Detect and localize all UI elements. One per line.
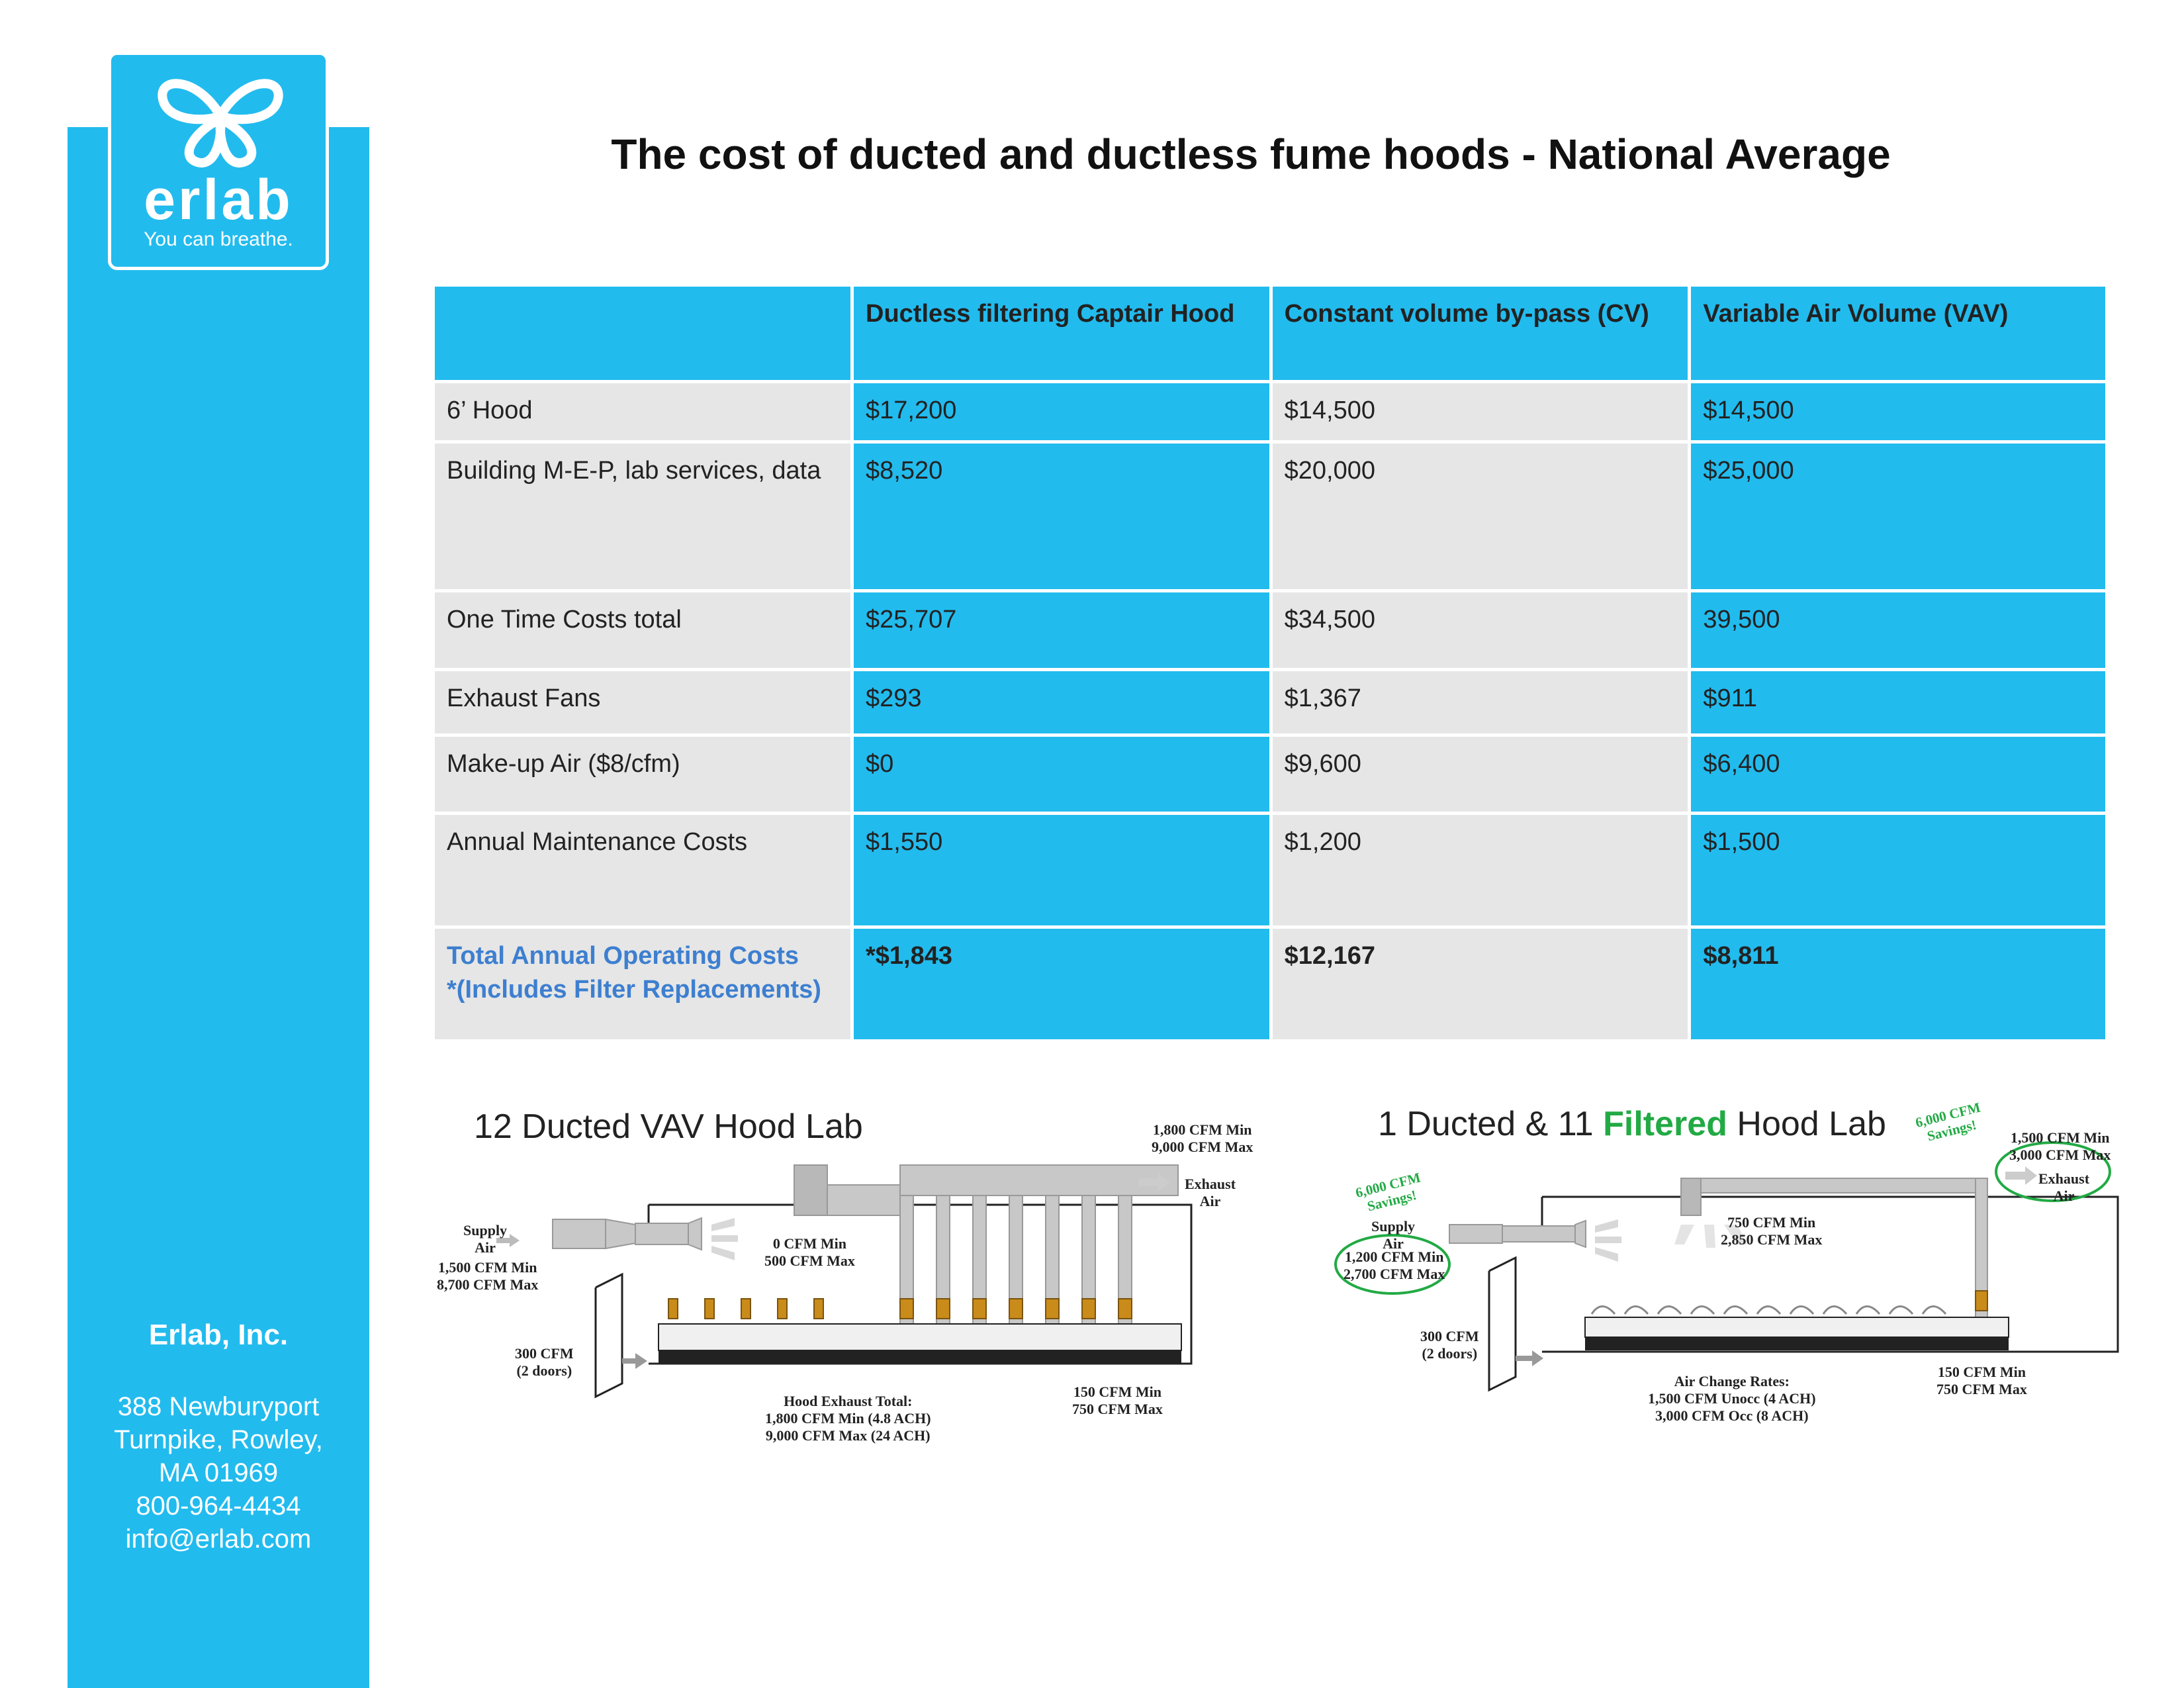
filtered-doors-cfm: 300 CFM (2 doors): [1420, 1328, 1479, 1362]
email: info@erlab.com: [125, 1524, 312, 1554]
vav-top-right-cfm: 1,800 CFM Min 9,000 CFM Max: [1152, 1121, 1253, 1155]
page-title: The cost of ducted and ductless fume hoo…: [611, 130, 1891, 178]
sidebar: [68, 127, 369, 1688]
table-cell: $1,200: [1269, 812, 1692, 929]
filtered-lab-illustration: [1334, 1141, 2119, 1392]
table-cell: $0: [850, 733, 1273, 815]
address-line: 388 Newburyport: [117, 1392, 320, 1421]
row-label: Annual Maintenance Costs: [432, 812, 854, 929]
vav-center-cfm: 0 CFM Min 500 CFM Max: [764, 1235, 855, 1269]
filtered-top-right-cfm: 1,500 CFM Min 3,000 CFM Max: [2009, 1129, 2111, 1163]
row-label: One Time Costs total: [432, 589, 854, 671]
table-cell: $12,167: [1269, 925, 1692, 1043]
table-row: Building M-E-P, lab services, data $8,52…: [432, 440, 2109, 592]
table-row-total: Total Annual Operating Costs *(Includes …: [432, 925, 2109, 1043]
vav-bottom-right-cfm: 150 CFM Min 750 CFM Max: [1072, 1383, 1163, 1417]
table-header-cell: Variable Air Volume (VAV): [1688, 283, 2109, 383]
row-label: Make-up Air ($8/cfm): [432, 733, 854, 815]
total-label: Total Annual Operating Costs: [447, 942, 799, 970]
row-label: 6’ Hood: [432, 380, 854, 444]
table-row: 6’ Hood $17,200 $14,500 $14,500: [432, 380, 2109, 444]
table-cell: $25,707: [850, 589, 1273, 671]
table-cell: $8,520: [850, 440, 1273, 592]
filtered-exhaust-air: Exhaust Air: [2038, 1170, 2090, 1204]
table-row: One Time Costs total $25,707 $34,500 39,…: [432, 589, 2109, 671]
table-cell: $9,600: [1269, 733, 1692, 815]
table-cell: *$1,843: [850, 925, 1273, 1043]
diagram-right-title: 1 Ducted & 11 Filtered Hood Lab: [1378, 1105, 1886, 1143]
table-cell: $6,400: [1688, 733, 2109, 815]
table-cell: $34,500: [1269, 589, 1692, 671]
filtered-center-cfm: 750 CFM Min 2,850 CFM Max: [1721, 1214, 1823, 1248]
table-header-row: Ductless filtering Captair Hood Constant…: [432, 283, 2109, 383]
cost-table: Ductless filtering Captair Hood Constant…: [432, 283, 2109, 1043]
row-label: Building M-E-P, lab services, data: [432, 440, 854, 592]
table-cell: $25,000: [1688, 440, 2109, 592]
logo: erlab You can breathe.: [108, 52, 329, 270]
butterfly-icon: [158, 79, 283, 167]
vav-hood-exhaust-total: Hood Exhaust Total: 1,800 CFM Min (4.8 AC…: [765, 1393, 931, 1444]
table-cell: $911: [1688, 668, 2109, 737]
table-cell: $1,367: [1269, 668, 1692, 737]
filtered-bottom-right-cfm: 150 CFM Min 750 CFM Max: [1936, 1364, 2027, 1397]
company-name: Erlab, Inc.: [148, 1319, 289, 1351]
diagram-left-title: 12 Ducted VAV Hood Lab: [474, 1107, 863, 1146]
table-row: Exhaust Fans $293 $1,367 $911: [432, 668, 2109, 737]
table-header-cell: Constant volume by-pass (CV): [1269, 283, 1692, 383]
table-cell: $20,000: [1269, 440, 1692, 592]
address-line: Turnpike, Rowley,: [114, 1425, 323, 1454]
vav-supply-cfm: 1,500 CFM Min 8,700 CFM Max: [437, 1259, 539, 1293]
table-row: Make-up Air ($8/cfm) $0 $9,600 $6,400: [432, 733, 2109, 815]
address: 388 Newburyport Turnpike, Rowley, MA 019…: [68, 1390, 369, 1556]
table-cell: $14,500: [1688, 380, 2109, 444]
filtered-supply-air: Supply Air: [1371, 1218, 1416, 1252]
vav-exhaust-air: Exhaust Air: [1185, 1176, 1236, 1209]
table-cell: 39,500: [1688, 589, 2109, 671]
filtered-supply-cfm: 1,200 CFM Min 2,700 CFM Max: [1343, 1248, 1445, 1282]
table-header-cell: Ductless filtering Captair Hood: [850, 283, 1273, 383]
table-cell: $293: [850, 668, 1273, 737]
table-cell: $14,500: [1269, 380, 1692, 444]
brand-name: erlab: [144, 168, 293, 232]
table-header-cell: [432, 283, 854, 383]
vav-supply-air: Supply Air: [463, 1222, 508, 1256]
filtered-air-change-rates: Air Change Rates: 1,500 CFM Unocc (4 ACH)…: [1648, 1373, 1816, 1424]
address-line: MA 01969: [158, 1458, 279, 1487]
table-cell: $8,811: [1688, 925, 2109, 1043]
phone: 800-964-4434: [136, 1491, 301, 1521]
row-label: Total Annual Operating Costs *(Includes …: [432, 925, 854, 1043]
brand-tagline: You can breathe.: [144, 228, 293, 250]
table-cell: $1,550: [850, 812, 1273, 929]
vav-doors-cfm: 300 CFM (2 doors): [515, 1345, 574, 1379]
row-label: Exhaust Fans: [432, 668, 854, 737]
table-cell: $1,500: [1688, 812, 2109, 929]
table-row: Annual Maintenance Costs $1,550 $1,200 $…: [432, 812, 2109, 929]
ducted-lab-illustration: [496, 1164, 1193, 1399]
table-cell: $17,200: [850, 380, 1273, 444]
total-note: *(Includes Filter Replacements): [447, 976, 821, 1004]
